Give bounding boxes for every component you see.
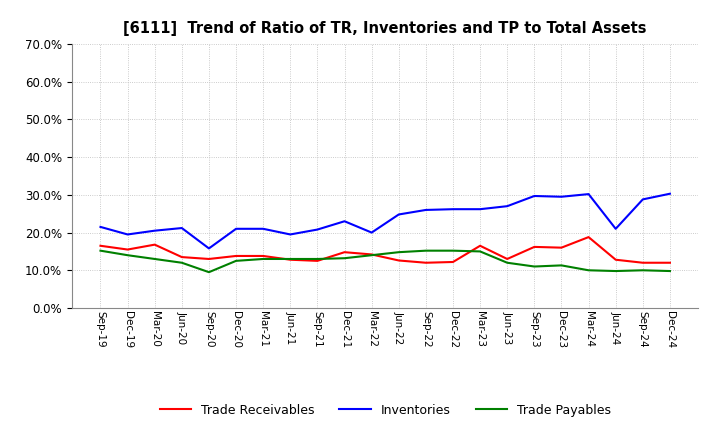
Trade Receivables: [313, 258, 322, 264]
Trade Receivables: [341, 249, 349, 255]
Trade Receivables: [204, 257, 213, 262]
Inventories: [232, 226, 240, 231]
Inventories: [611, 226, 620, 231]
Inventories: [367, 230, 376, 235]
Inventories: [584, 191, 593, 197]
Trade Payables: [476, 249, 485, 254]
Trade Receivables: [178, 254, 186, 260]
Inventories: [665, 191, 674, 196]
Inventories: [421, 207, 430, 213]
Trade Payables: [178, 260, 186, 265]
Trade Payables: [395, 249, 403, 255]
Trade Receivables: [476, 243, 485, 249]
Trade Payables: [204, 270, 213, 275]
Inventories: [96, 224, 105, 230]
Trade Payables: [530, 264, 539, 269]
Trade Payables: [584, 268, 593, 273]
Trade Payables: [341, 256, 349, 261]
Trade Receivables: [150, 242, 159, 247]
Trade Receivables: [286, 257, 294, 262]
Trade Payables: [96, 248, 105, 253]
Trade Payables: [123, 253, 132, 258]
Line: Trade Receivables: Trade Receivables: [101, 237, 670, 263]
Trade Payables: [639, 268, 647, 273]
Inventories: [557, 194, 566, 199]
Trade Payables: [313, 257, 322, 262]
Trade Payables: [665, 268, 674, 274]
Trade Receivables: [639, 260, 647, 265]
Trade Receivables: [530, 244, 539, 249]
Trade Payables: [367, 253, 376, 258]
Inventories: [476, 206, 485, 212]
Inventories: [286, 232, 294, 237]
Inventories: [341, 219, 349, 224]
Legend: Trade Receivables, Inventories, Trade Payables: Trade Receivables, Inventories, Trade Pa…: [155, 399, 616, 422]
Inventories: [530, 193, 539, 198]
Trade Receivables: [259, 253, 268, 259]
Trade Receivables: [96, 243, 105, 249]
Trade Receivables: [232, 253, 240, 259]
Trade Receivables: [611, 257, 620, 262]
Trade Receivables: [421, 260, 430, 265]
Trade Payables: [150, 257, 159, 262]
Line: Inventories: Inventories: [101, 194, 670, 249]
Inventories: [259, 226, 268, 231]
Trade Receivables: [557, 245, 566, 250]
Trade Payables: [421, 248, 430, 253]
Inventories: [395, 212, 403, 217]
Inventories: [449, 206, 457, 212]
Inventories: [123, 232, 132, 237]
Trade Receivables: [395, 258, 403, 263]
Trade Receivables: [665, 260, 674, 265]
Inventories: [150, 228, 159, 233]
Inventories: [204, 246, 213, 251]
Trade Receivables: [367, 252, 376, 257]
Inventories: [178, 225, 186, 231]
Trade Payables: [286, 257, 294, 262]
Trade Payables: [503, 260, 511, 265]
Inventories: [639, 197, 647, 202]
Inventories: [503, 204, 511, 209]
Trade Payables: [449, 248, 457, 253]
Trade Receivables: [449, 259, 457, 264]
Trade Receivables: [503, 257, 511, 262]
Trade Payables: [557, 263, 566, 268]
Trade Payables: [232, 258, 240, 264]
Trade Payables: [611, 268, 620, 274]
Title: [6111]  Trend of Ratio of TR, Inventories and TP to Total Assets: [6111] Trend of Ratio of TR, Inventories…: [123, 21, 647, 36]
Trade Receivables: [123, 247, 132, 252]
Inventories: [313, 227, 322, 232]
Trade Receivables: [584, 235, 593, 240]
Line: Trade Payables: Trade Payables: [101, 251, 670, 272]
Trade Payables: [259, 257, 268, 262]
